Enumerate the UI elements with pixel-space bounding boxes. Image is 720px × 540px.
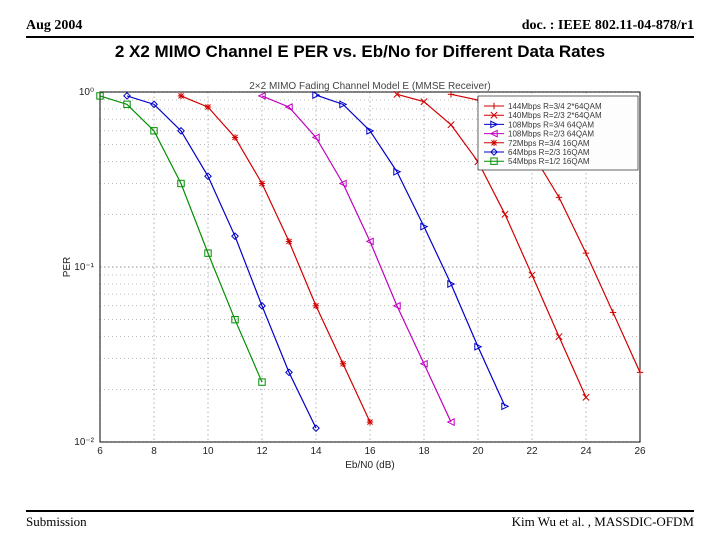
header: Aug 2004 doc. : IEEE 802.11-04-878/r1: [26, 10, 694, 38]
svg-text:2×2 MIMO Fading Channel Model: 2×2 MIMO Fading Channel Model E (MMSE Re…: [249, 81, 490, 92]
svg-text:10⁰: 10⁰: [79, 87, 94, 98]
svg-text:14: 14: [310, 446, 322, 457]
svg-text:72Mbps R=3/4 16QAM: 72Mbps R=3/4 16QAM: [508, 139, 590, 148]
footer-right: Kim Wu et al. , MASSDIC-OFDM: [512, 514, 694, 530]
svg-text:108Mbps R=2/3 64QAM: 108Mbps R=2/3 64QAM: [508, 130, 594, 139]
slide-title: 2 X2 MIMO Channel E PER vs. Eb/No for Di…: [0, 42, 720, 62]
svg-text:10⁻¹: 10⁻¹: [74, 262, 94, 273]
svg-text:10⁻²: 10⁻²: [74, 437, 94, 448]
svg-text:26: 26: [634, 446, 646, 457]
svg-text:16: 16: [364, 446, 376, 457]
svg-text:54Mbps R=1/2 16QAM: 54Mbps R=1/2 16QAM: [508, 157, 590, 166]
svg-text:10: 10: [202, 446, 214, 457]
svg-text:144Mbps R=3/4 2*64QAM: 144Mbps R=3/4 2*64QAM: [508, 102, 602, 111]
svg-text:8: 8: [151, 446, 157, 457]
svg-text:108Mbps R=3/4 64QAM: 108Mbps R=3/4 64QAM: [508, 120, 594, 129]
header-date: Aug 2004: [26, 18, 82, 34]
footer: Submission Kim Wu et al. , MASSDIC-OFDM: [26, 510, 694, 530]
svg-text:24: 24: [580, 446, 592, 457]
svg-text:18: 18: [418, 446, 430, 457]
svg-text:Eb/N0 (dB): Eb/N0 (dB): [345, 460, 394, 471]
footer-left: Submission: [26, 514, 87, 530]
header-docnum: doc. : IEEE 802.11-04-878/r1: [522, 18, 694, 34]
svg-text:140Mbps R=2/3 2*64QAM: 140Mbps R=2/3 2*64QAM: [508, 111, 602, 120]
per-chart: 2×2 MIMO Fading Channel Model E (MMSE Re…: [60, 78, 660, 478]
svg-text:22: 22: [526, 446, 538, 457]
svg-text:6: 6: [97, 446, 103, 457]
svg-text:20: 20: [472, 446, 484, 457]
svg-text:PER: PER: [62, 257, 73, 278]
svg-text:64Mbps R=2/3 16QAM: 64Mbps R=2/3 16QAM: [508, 148, 590, 157]
svg-text:12: 12: [256, 446, 268, 457]
